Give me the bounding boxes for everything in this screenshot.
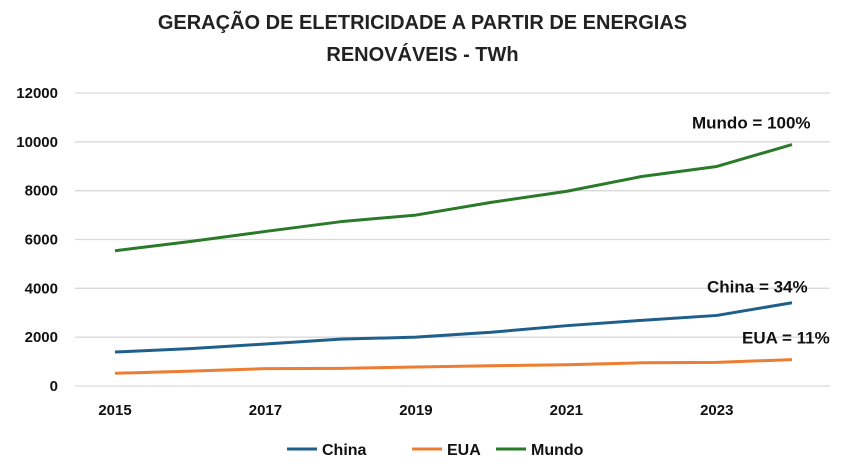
annotation-eua: EUA = 11% bbox=[742, 329, 830, 348]
x-tick-label: 2021 bbox=[550, 402, 583, 419]
y-tick-label: 12000 bbox=[16, 85, 58, 102]
chart-title-line-2: RENOVÁVEIS - TWh bbox=[326, 44, 519, 66]
annotation-china: China = 34% bbox=[707, 278, 808, 297]
chart-title-line-1: GERAÇÃO DE ELETRICIDADE A PARTIR DE ENER… bbox=[157, 12, 688, 34]
y-tick-label: 6000 bbox=[25, 232, 58, 249]
series-line-china bbox=[114, 301, 793, 354]
series-line-eua bbox=[114, 358, 793, 375]
x-tick-label: 2023 bbox=[700, 402, 733, 419]
annotation-mundo: Mundo = 100% bbox=[692, 114, 811, 133]
y-tick-label: 10000 bbox=[16, 134, 58, 151]
y-tick-label: 4000 bbox=[25, 280, 58, 297]
x-tick-label: 2019 bbox=[399, 402, 432, 419]
y-tick-label: 2000 bbox=[25, 329, 58, 346]
y-tick-label: 0 bbox=[50, 378, 58, 395]
series-line-mundo bbox=[114, 143, 793, 253]
y-tick-label: 8000 bbox=[25, 183, 58, 200]
legend-label-mundo: Mundo bbox=[531, 442, 584, 459]
legend-label-china: China bbox=[322, 442, 367, 459]
x-tick-label: 2017 bbox=[249, 402, 282, 419]
x-tick-label: 2015 bbox=[98, 402, 131, 419]
legend-label-eua: EUA bbox=[447, 442, 481, 459]
